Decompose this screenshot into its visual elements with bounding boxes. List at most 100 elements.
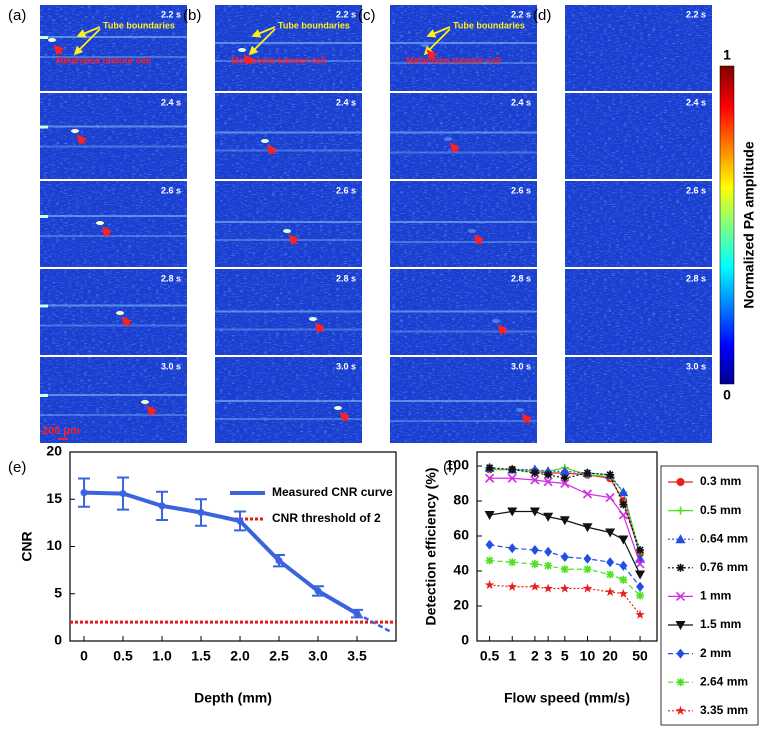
point bbox=[530, 475, 540, 485]
image-noise bbox=[390, 93, 537, 179]
cell-arrow bbox=[521, 413, 533, 425]
image-noise bbox=[565, 93, 712, 179]
tube-arrow bbox=[73, 28, 101, 56]
x-tick-label: 3 bbox=[544, 648, 552, 664]
plot-frame bbox=[69, 451, 397, 642]
point bbox=[560, 474, 569, 483]
cell-arrow bbox=[473, 234, 485, 246]
tumour-cell bbox=[283, 229, 291, 233]
image-noise bbox=[390, 181, 537, 267]
legend-marker bbox=[676, 678, 685, 687]
x-tick-label: 1 bbox=[508, 648, 516, 664]
y-tick-label: 100 bbox=[446, 457, 470, 473]
point bbox=[606, 557, 615, 568]
point bbox=[158, 502, 166, 510]
point bbox=[559, 466, 570, 476]
legend-marker bbox=[676, 478, 685, 486]
tumour-cell bbox=[96, 221, 104, 225]
y-tick-label: 20 bbox=[453, 597, 469, 613]
y-tick-label: 5 bbox=[54, 584, 62, 600]
tumour-cell-label: Melanoma tumour cell bbox=[56, 55, 151, 65]
cell-arrow bbox=[53, 44, 65, 56]
frame-time: 2.4 s bbox=[161, 97, 181, 107]
frame-time: 2.2 s bbox=[336, 9, 356, 19]
point bbox=[507, 581, 518, 591]
tube-arrow bbox=[426, 26, 451, 38]
point bbox=[619, 560, 628, 571]
scale-bar-label: 200 μm bbox=[42, 425, 80, 437]
y-axis-label: CNR bbox=[19, 531, 35, 561]
frame-time: 3.0 s bbox=[161, 361, 181, 371]
frame-time: 2.4 s bbox=[686, 97, 706, 107]
point bbox=[605, 528, 616, 538]
point bbox=[314, 587, 322, 595]
tumour-cell bbox=[309, 317, 317, 321]
point bbox=[275, 557, 283, 565]
point bbox=[119, 490, 127, 498]
tube-boundaries-label: Tube boundaries bbox=[278, 20, 350, 30]
point bbox=[485, 556, 494, 565]
point bbox=[559, 516, 570, 526]
point bbox=[619, 500, 628, 509]
cell-arrow bbox=[426, 49, 438, 61]
image-noise bbox=[565, 5, 712, 91]
point bbox=[544, 546, 553, 557]
image-noise bbox=[40, 93, 187, 179]
image-noise bbox=[215, 181, 362, 267]
point bbox=[507, 507, 518, 517]
cell-arrow bbox=[121, 316, 133, 328]
tumour-cell bbox=[444, 137, 452, 141]
frame-time: 2.2 s bbox=[686, 9, 706, 19]
legend-marker bbox=[675, 705, 686, 715]
frame-time: 2.6 s bbox=[511, 185, 531, 195]
x-tick-label: 2 bbox=[531, 648, 539, 664]
point bbox=[605, 587, 615, 597]
frame-time: 3.0 s bbox=[511, 361, 531, 371]
x-tick-label: 0.5 bbox=[113, 648, 133, 664]
point bbox=[636, 591, 645, 600]
y-tick-label: 10 bbox=[46, 537, 62, 553]
legend-label: Measured CNR curve bbox=[272, 485, 393, 499]
frame-time: 2.8 s bbox=[161, 273, 181, 283]
legend-label: 0.3 mm bbox=[700, 474, 741, 488]
point bbox=[582, 583, 593, 593]
point bbox=[560, 565, 569, 574]
point bbox=[484, 511, 495, 520]
legend-marker bbox=[675, 621, 686, 630]
edge-spot bbox=[40, 215, 48, 218]
legend-label: 3.35 mm bbox=[700, 703, 748, 717]
panel-label: (d) bbox=[533, 7, 551, 24]
cell-arrow bbox=[76, 134, 88, 146]
point bbox=[606, 470, 615, 479]
point bbox=[508, 465, 517, 474]
point bbox=[80, 489, 88, 497]
point bbox=[635, 570, 646, 580]
tumour-cell bbox=[48, 38, 56, 42]
x-tick-label: 3.5 bbox=[347, 648, 367, 664]
tumour-cell bbox=[334, 406, 342, 410]
point bbox=[582, 523, 593, 533]
legend-label: CNR threshold of 2 bbox=[272, 511, 381, 525]
tube-boundaries-label: Tube boundaries bbox=[453, 20, 525, 30]
point bbox=[618, 510, 628, 520]
tube-boundaries-label: Tube boundaries bbox=[103, 20, 175, 30]
point bbox=[530, 581, 540, 591]
x-tick-label: 0 bbox=[80, 648, 88, 664]
tube-arrow bbox=[248, 28, 276, 56]
edge-spot bbox=[40, 125, 48, 129]
image-noise bbox=[565, 181, 712, 267]
legend-marker bbox=[676, 506, 685, 515]
image-noise bbox=[40, 181, 187, 267]
point bbox=[606, 570, 615, 579]
frame-time: 2.6 s bbox=[336, 185, 356, 195]
series-line bbox=[489, 584, 641, 616]
legend-marker bbox=[676, 648, 685, 659]
point bbox=[636, 546, 645, 554]
frame-time: 3.0 s bbox=[686, 361, 706, 371]
point bbox=[530, 545, 539, 555]
point bbox=[543, 583, 553, 593]
panel-label: (c) bbox=[358, 7, 376, 24]
frame-time: 3.0 s bbox=[336, 361, 356, 371]
colorbar bbox=[719, 65, 735, 385]
tumour-cell bbox=[71, 129, 79, 133]
